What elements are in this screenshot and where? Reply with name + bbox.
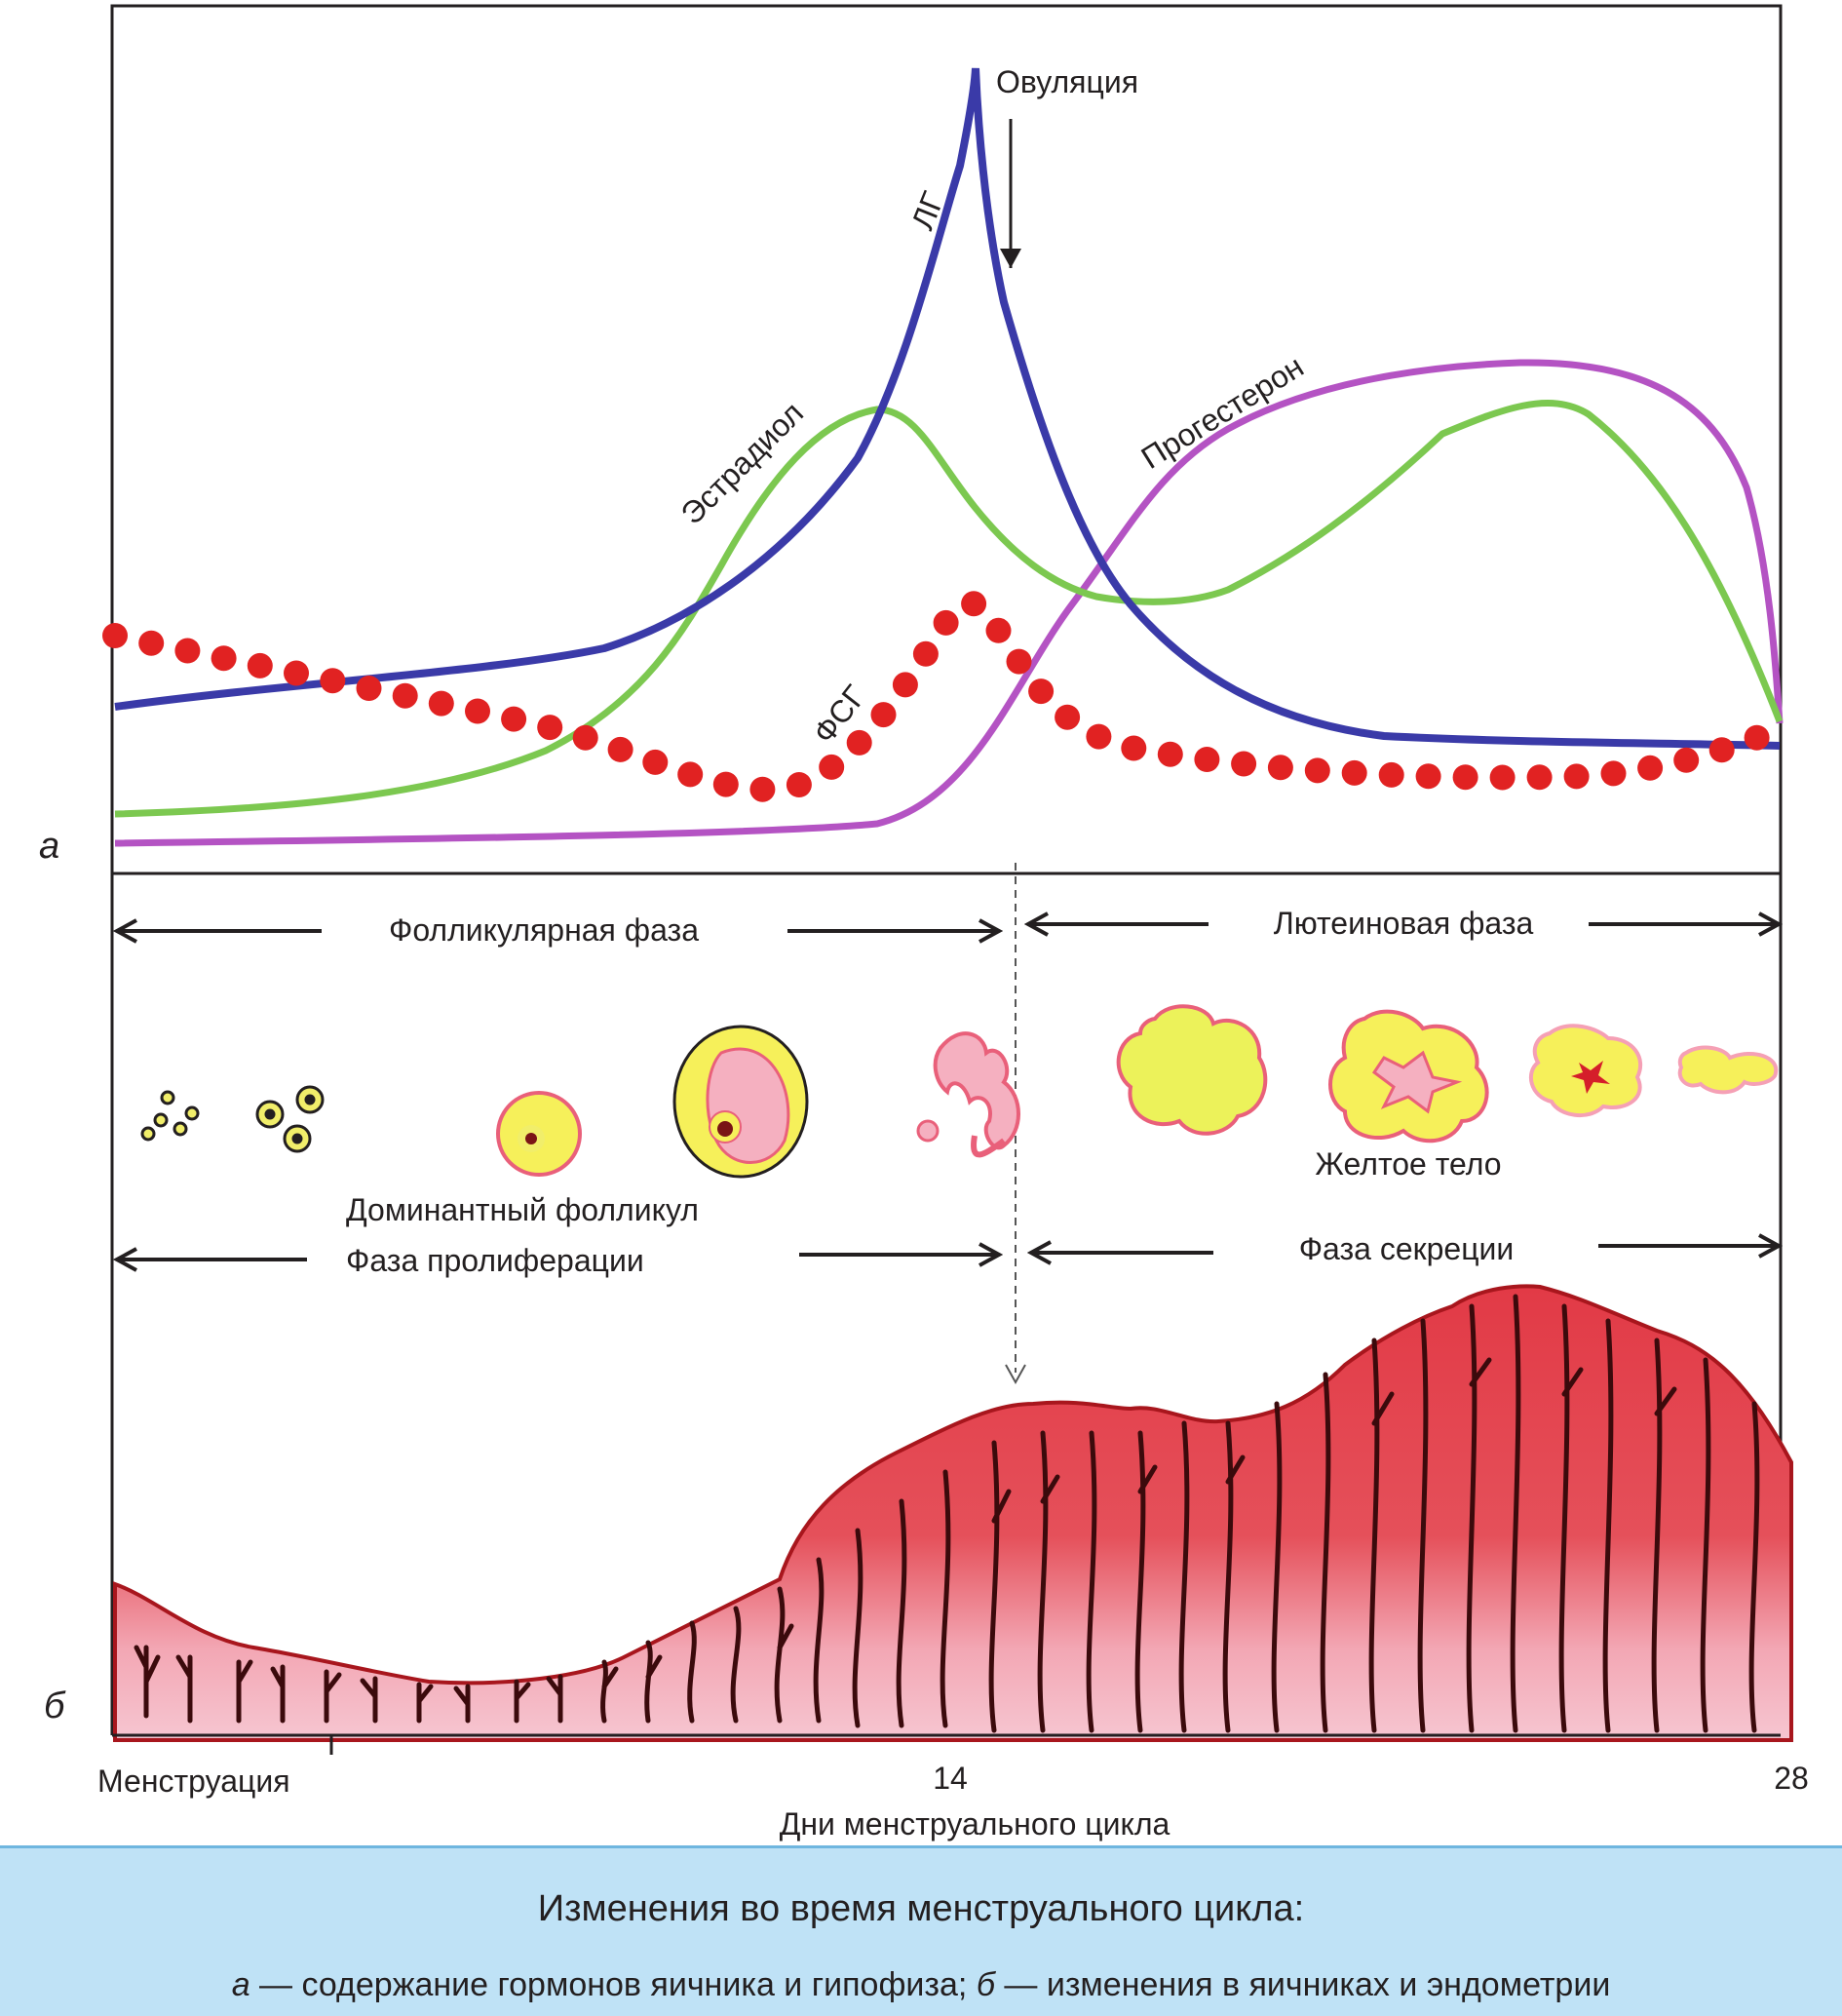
caption-letter-b: б [976, 1966, 995, 2003]
progesterone-label: Прогестерон [1135, 348, 1310, 476]
fsh-dot [1600, 760, 1627, 787]
early-corpus-luteum-icon [1116, 1004, 1268, 1136]
axis-start-label: Менструация [97, 1764, 290, 1799]
fsh-dot [1378, 761, 1404, 788]
fsh-dot [1489, 764, 1516, 791]
panel-b-letter: б [44, 1686, 66, 1726]
ovary-phase-arrows [117, 924, 1779, 931]
fsh-curve [102, 591, 1770, 802]
fsh-dot [1526, 764, 1553, 791]
dominant-follicle-icon [672, 1025, 809, 1179]
fsh-dot [607, 736, 633, 762]
fsh-dot [961, 591, 987, 617]
fsh-dot [138, 630, 165, 656]
fsh-dot [1086, 723, 1112, 750]
endometrium-phase-arrows [117, 1246, 1779, 1260]
fsh-dot [465, 698, 490, 724]
fsh-dot [572, 724, 598, 751]
fsh-dot [1055, 704, 1081, 730]
fsh-dot [1157, 741, 1183, 767]
fsh-dot [247, 652, 273, 678]
fsh-dot [1563, 763, 1590, 790]
ovulation-dashed-arrowhead [1005, 1364, 1026, 1385]
secondary-follicle-icon [496, 1091, 582, 1177]
fsh-dot [1194, 747, 1220, 772]
fsh-dot [1637, 755, 1664, 781]
fsh-dot [1744, 724, 1770, 751]
endometrium-tissue [113, 1284, 1793, 1742]
ruptured-follicle-icon [916, 1031, 1020, 1158]
caption-text-a: — содержание гормонов яичника и гипофиза… [249, 1966, 977, 2003]
dominant-follicle-label: Доминантный фолликул [346, 1192, 699, 1227]
endometrium-illustration [113, 1284, 1793, 1742]
fsh-dot [677, 761, 704, 788]
caption-title: Изменения во время менструального цикла: [537, 1888, 1305, 1929]
fsh-dot [284, 660, 309, 686]
fsh-dot [428, 690, 454, 717]
caption-subtitle: а — содержание гормонов яичника и гипофи… [0, 1966, 1842, 2015]
fsh-dot [1028, 678, 1055, 705]
fsh-dot [712, 771, 739, 797]
ovary-illustrations [140, 1004, 1779, 1179]
fsh-dot [1231, 751, 1257, 777]
endometrium-glands [134, 1294, 1760, 1733]
fsh-dot [211, 645, 237, 672]
secretion-phase-label: Фаза секреции [1299, 1231, 1515, 1266]
fsh-dot [985, 617, 1012, 643]
lh-curve [114, 67, 1781, 750]
estradiol-curve [114, 400, 1784, 818]
menstrual-cycle-diagram: ЛГ Эстрадиол Прогестерон ФСГ Овуляция а … [39, 4, 1809, 1842]
ovulation-label: Овуляция [996, 64, 1138, 99]
caption-panel [0, 1845, 1842, 2016]
fsh-dot [933, 609, 959, 636]
primordial-follicles-icon [140, 1090, 200, 1142]
fsh-dot [1708, 737, 1735, 763]
panel-a-letter: а [39, 826, 59, 867]
fsh-dot [749, 776, 776, 802]
fsh-dot [819, 754, 845, 780]
axis-title: Дни менструального цикла [780, 1806, 1170, 1842]
progesterone-curve [114, 359, 1784, 847]
fsh-dot [392, 682, 418, 709]
proliferation-phase-label: Фаза пролиферации [346, 1243, 644, 1278]
caption-letter-a: а [231, 1966, 250, 2003]
axis-end-label: 28 [1774, 1761, 1809, 1796]
fsh-dot [1267, 755, 1293, 781]
fsh-dot [501, 706, 527, 732]
fsh-dot [1006, 648, 1032, 675]
corpus-albicans-icon [1677, 1045, 1779, 1095]
fsh-dot [320, 668, 346, 694]
fsh-dot [846, 729, 872, 756]
fsh-dot [642, 749, 669, 775]
caption-text-b: — изменения в яичниках и эндометрии [994, 1966, 1611, 2003]
fsh-dot [1341, 759, 1367, 786]
fsh-dot [102, 623, 128, 648]
fsh-dot [174, 638, 201, 664]
fsh-dot [1304, 757, 1330, 784]
corpus-luteum-icon [1328, 1009, 1489, 1144]
regressing-corpus-luteum-icon [1528, 1024, 1643, 1118]
panel-a-frame [110, 4, 1783, 875]
luteal-phase-label: Лютеиновая фаза [1274, 906, 1534, 941]
fsh-dot [1415, 763, 1441, 790]
fsh-dot [892, 672, 918, 698]
fsh-dot [1121, 735, 1147, 761]
fsh-dot [356, 676, 382, 701]
fsh-dot [786, 772, 812, 797]
axis-mid-label: 14 [933, 1761, 968, 1796]
primary-follicles-icon [255, 1085, 325, 1153]
fsh-dot [1673, 747, 1700, 773]
fsh-dot [870, 702, 897, 728]
hormone-curves [102, 67, 1784, 847]
follicular-phase-label: Фолликулярная фаза [389, 912, 699, 948]
fsh-dot [912, 640, 939, 667]
fsh-dot [1452, 764, 1478, 791]
fsh-dot [537, 715, 563, 741]
corpus-luteum-label: Желтое тело [1315, 1146, 1501, 1182]
